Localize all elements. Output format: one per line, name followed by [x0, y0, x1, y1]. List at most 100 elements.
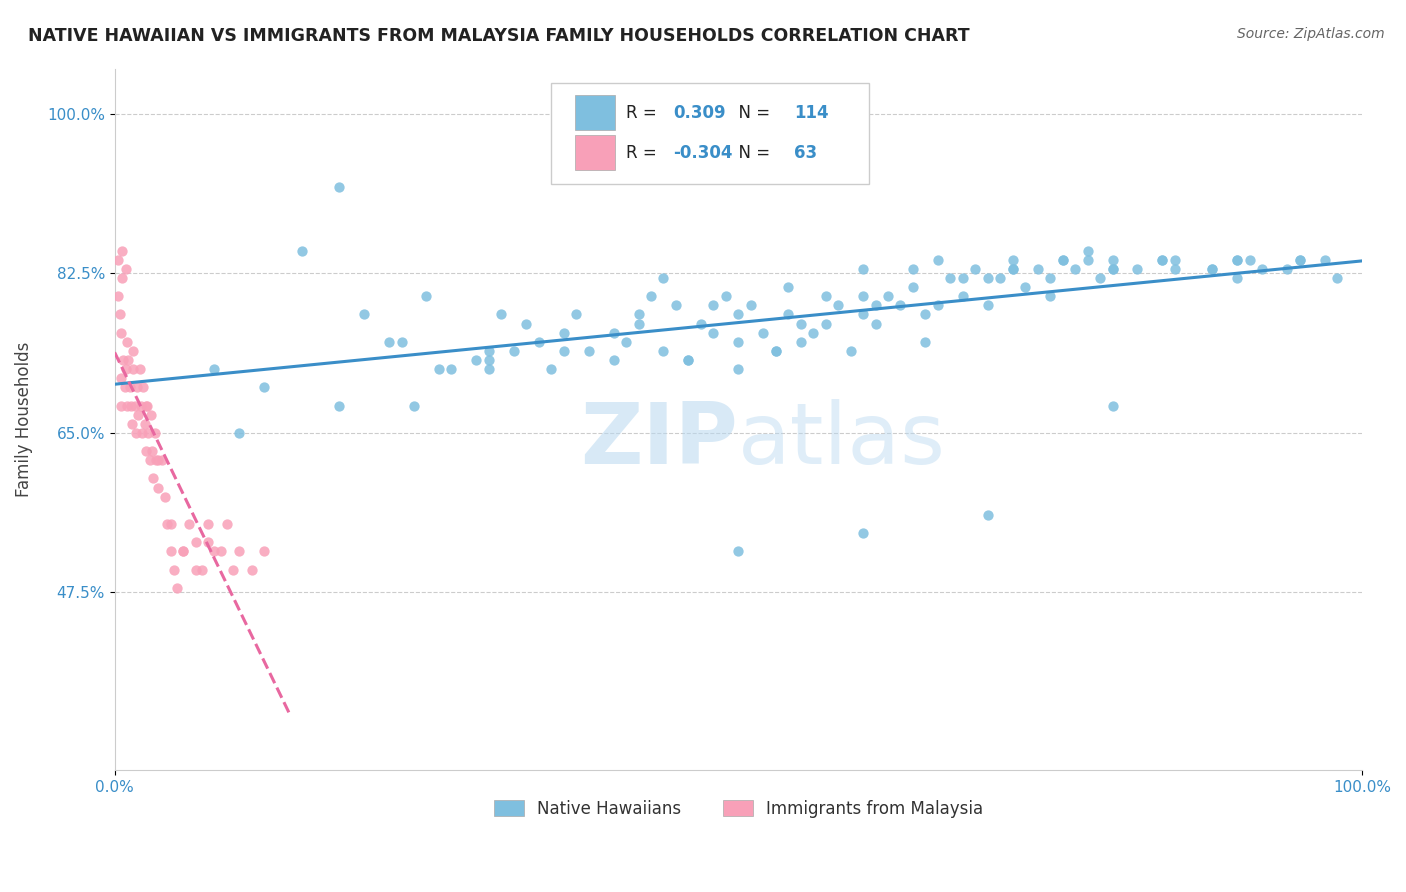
Point	[727, 334, 749, 349]
Point	[727, 362, 749, 376]
Point	[415, 289, 437, 303]
Point	[110, 399, 132, 413]
Point	[1088, 271, 1111, 285]
Point	[877, 289, 900, 303]
Point	[1064, 262, 1087, 277]
Point	[852, 262, 875, 277]
Point	[124, 399, 146, 413]
Point	[228, 544, 250, 558]
Point	[115, 399, 138, 413]
Point	[253, 380, 276, 394]
Point	[291, 244, 314, 258]
Point	[914, 334, 936, 349]
Point	[166, 581, 188, 595]
Point	[952, 289, 974, 303]
Point	[378, 334, 401, 349]
Point	[665, 298, 688, 312]
Point	[172, 544, 194, 558]
Point	[134, 417, 156, 431]
Point	[727, 544, 749, 558]
Point	[1039, 289, 1062, 303]
Point	[491, 308, 513, 322]
Point	[110, 371, 132, 385]
Point	[502, 343, 524, 358]
Point	[128, 362, 150, 376]
Point	[1275, 262, 1298, 277]
Point	[197, 516, 219, 531]
Point	[125, 425, 148, 440]
Point	[839, 343, 862, 358]
Point	[202, 544, 225, 558]
Point	[702, 326, 724, 340]
Point	[209, 544, 232, 558]
Point	[789, 334, 811, 349]
Point	[391, 334, 413, 349]
Point	[1001, 252, 1024, 267]
Point	[1077, 244, 1099, 258]
Point	[129, 399, 152, 413]
Point	[1326, 271, 1348, 285]
Point	[159, 516, 181, 531]
Point	[143, 425, 166, 440]
Point	[889, 298, 911, 312]
Point	[136, 399, 159, 413]
Point	[115, 262, 138, 277]
Point	[1226, 252, 1249, 267]
FancyBboxPatch shape	[575, 136, 614, 170]
Point	[578, 343, 600, 358]
Text: atlas: atlas	[738, 399, 946, 482]
Point	[112, 353, 135, 368]
Point	[191, 563, 214, 577]
Text: ZIP: ZIP	[581, 399, 738, 482]
Point	[1226, 271, 1249, 285]
Point	[136, 425, 159, 440]
Text: Source: ZipAtlas.com: Source: ZipAtlas.com	[1237, 27, 1385, 41]
Point	[752, 326, 775, 340]
Point	[121, 417, 143, 431]
Point	[1313, 252, 1336, 267]
Point	[153, 490, 176, 504]
FancyBboxPatch shape	[575, 95, 614, 130]
Point	[627, 308, 650, 322]
Point	[927, 252, 949, 267]
Point	[553, 326, 575, 340]
Point	[1164, 262, 1187, 277]
Point	[678, 353, 700, 368]
Point	[1014, 280, 1036, 294]
Point	[111, 244, 134, 258]
Text: 63: 63	[794, 144, 817, 161]
Point	[122, 362, 145, 376]
Point	[1101, 252, 1123, 267]
Point	[1152, 252, 1174, 267]
Point	[640, 289, 662, 303]
Point	[117, 353, 139, 368]
Point	[108, 308, 131, 322]
Point	[163, 563, 186, 577]
Point	[977, 271, 1000, 285]
Point	[1152, 252, 1174, 267]
Point	[228, 425, 250, 440]
Point	[602, 326, 624, 340]
Point	[427, 362, 450, 376]
Point	[478, 362, 501, 376]
Point	[184, 563, 207, 577]
Text: -0.304: -0.304	[673, 144, 733, 161]
Point	[150, 453, 173, 467]
Point	[939, 271, 962, 285]
Point	[1164, 252, 1187, 267]
Point	[131, 425, 153, 440]
Point	[789, 317, 811, 331]
Point	[1001, 262, 1024, 277]
Point	[135, 399, 157, 413]
Point	[115, 334, 138, 349]
Point	[142, 471, 165, 485]
Point	[222, 563, 245, 577]
Point	[652, 343, 675, 358]
Point	[614, 334, 637, 349]
Point	[132, 380, 155, 394]
Point	[714, 289, 737, 303]
Point	[678, 353, 700, 368]
Point	[901, 262, 924, 277]
Point	[865, 298, 887, 312]
Point	[202, 362, 225, 376]
